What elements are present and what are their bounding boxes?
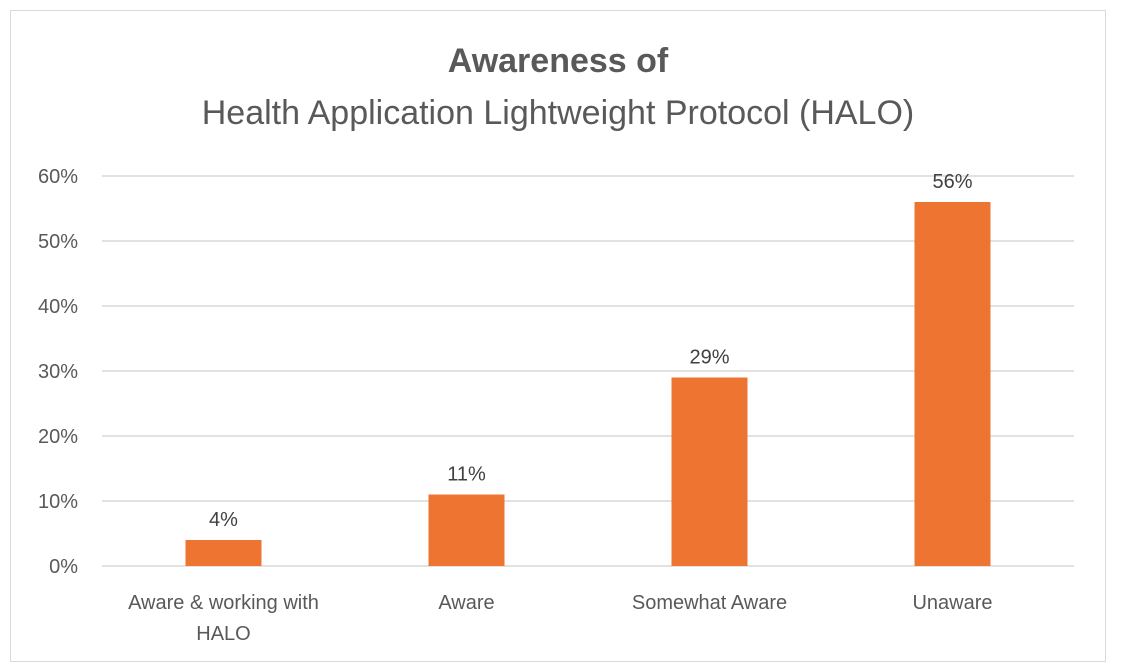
y-tick-label: 30% — [38, 361, 78, 383]
y-tick-label: 10% — [38, 491, 78, 513]
bar — [914, 202, 991, 566]
data-label: 29% — [689, 347, 729, 369]
data-label: 11% — [447, 464, 486, 486]
bar — [671, 377, 748, 566]
y-tick-label: 40% — [38, 296, 78, 318]
chart-subtitle: Health Application Lightweight Protocol … — [201, 94, 915, 132]
chart-title: Awareness of — [447, 42, 669, 80]
x-tick-label: Unaware — [912, 592, 992, 614]
y-tick-label: 20% — [38, 426, 78, 448]
x-tick-label: Aware — [438, 592, 494, 614]
x-tick-label: Aware & working with — [128, 592, 319, 614]
bar — [185, 540, 262, 566]
x-tick-label: Somewhat Aware — [632, 592, 787, 614]
bar — [428, 494, 505, 566]
y-tick-label: 50% — [38, 231, 78, 253]
data-label: 4% — [209, 509, 238, 531]
y-tick-label: 0% — [49, 556, 78, 578]
data-label: 56% — [932, 171, 972, 193]
y-tick-label: 60% — [38, 166, 78, 188]
x-tick-label: HALO — [196, 623, 250, 645]
